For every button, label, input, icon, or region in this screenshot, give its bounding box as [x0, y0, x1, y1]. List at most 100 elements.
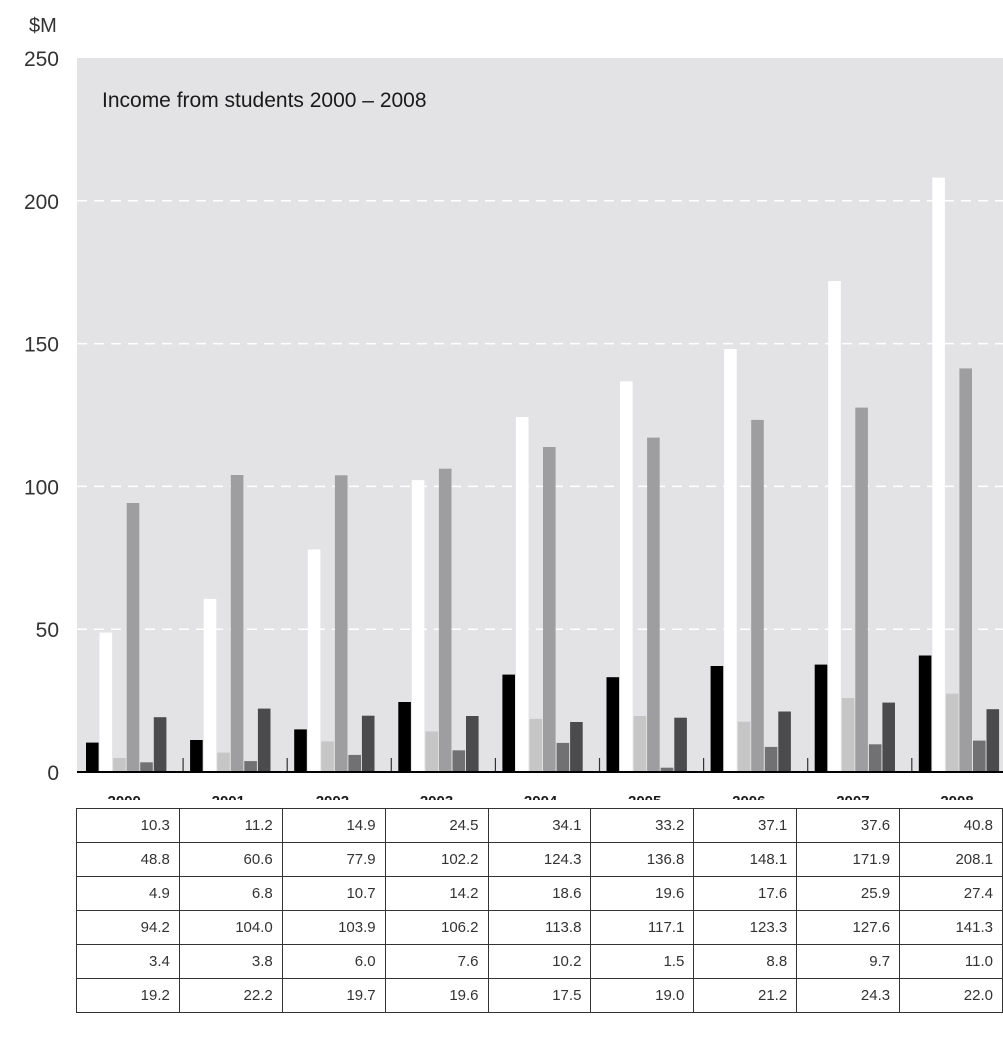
y-tick-label: 50: [36, 619, 59, 642]
bar-2001-s1: [190, 740, 203, 772]
bar-2005-s2: [620, 381, 633, 772]
table-cell: 104.0: [178, 910, 283, 945]
bar-2008-s6: [986, 709, 1000, 772]
y-axis-label: $M: [29, 15, 57, 37]
table-row: 10.3 11.2 14.9 24.5 34.1 33.2 37.1 37.6 40.8: [76, 808, 1003, 843]
bar-2008-s1: [918, 655, 932, 772]
category-separators: [182, 758, 913, 772]
bar-2001-s3: [217, 752, 230, 772]
bar-2002-s5: [348, 754, 361, 772]
table-cell: 19.2: [76, 978, 180, 1013]
table-row: 19.2 22.2 19.7 19.6 17.5 19.0 21.2 24.3 22.0: [76, 978, 1003, 1013]
x-tick-label: 2003: [420, 793, 453, 800]
bar-2003-s6: [466, 716, 479, 772]
table-cell: 33.2: [590, 808, 695, 843]
table-cell: 24.5: [384, 808, 489, 843]
table-cell: 19.7: [281, 978, 386, 1013]
table-cell: 148.1: [693, 842, 798, 877]
table-cell: 4.9: [76, 876, 180, 911]
table-cell: 27.4: [899, 876, 1003, 911]
table-cell: 37.1: [693, 808, 798, 843]
bar-2000-s5: [140, 762, 153, 772]
bar-2005-s4: [647, 437, 660, 772]
bar-2004-s5: [556, 742, 570, 772]
table-cell: 10.3: [76, 808, 180, 843]
table-cell: 9.7: [796, 944, 901, 979]
income-chart: $M 0 50 100 150 200 250 Income from students …: [24, 15, 1003, 800]
table-cell: 60.6: [178, 842, 283, 877]
bar-2004-s6: [570, 722, 583, 772]
table-cell: 19.6: [590, 876, 695, 911]
bar-2006-s3: [737, 721, 751, 772]
bar-2004-s4: [543, 447, 556, 772]
bar-2007-s3: [841, 698, 855, 772]
table-cell: 6.8: [178, 876, 283, 911]
table-cell: 21.2: [693, 978, 798, 1013]
table-cell: 17.5: [487, 978, 592, 1013]
bar-2002-s1: [294, 729, 307, 772]
bar-2001-s5: [244, 761, 257, 772]
table-cell: 40.8: [899, 808, 1003, 843]
bar-2005-s6: [674, 717, 687, 772]
table-cell: 141.3: [899, 910, 1003, 945]
bar-2000-s6: [153, 717, 167, 772]
table-row: 3.4 3.8 6.0 7.6 10.2 1.5 8.8 9.7 11.0: [76, 944, 1003, 979]
data-table: 10.3 11.2 14.9 24.5 34.1 33.2 37.1 37.6 40.8 48.8…: [76, 808, 1003, 1013]
bar-2007-s2: [828, 281, 841, 772]
table-cell: 94.2: [76, 910, 180, 945]
bar-2000-s1: [86, 742, 99, 772]
bar-2006-s5: [764, 746, 778, 772]
table-cell: 136.8: [590, 842, 695, 877]
x-tick-label: 2001: [212, 793, 245, 800]
bar-2006-s6: [778, 711, 791, 772]
table-cell: 127.6: [796, 910, 901, 945]
bar-2003-s1: [398, 702, 411, 772]
table-cell: 208.1: [899, 842, 1003, 877]
table-cell: 37.6: [796, 808, 901, 843]
y-tick-label: 150: [24, 334, 59, 357]
bar-2002-s3: [321, 741, 334, 772]
bar-2003-s3: [425, 731, 438, 772]
bar-2002-s6: [361, 715, 375, 772]
table-cell: 34.1: [487, 808, 592, 843]
y-tick-label: 250: [24, 48, 59, 71]
x-tick-label: 2007: [836, 793, 869, 800]
table-row: 48.8 60.6 77.9 102.2 124.3 136.8 148.1 171.9 208…: [76, 842, 1003, 877]
table-cell: 10.7: [281, 876, 386, 911]
x-tick-label: 2005: [628, 793, 661, 800]
table-cell: 117.1: [590, 910, 695, 945]
bar-2000-s3: [113, 758, 126, 772]
bar-2005-s1: [606, 677, 620, 772]
table-cell: 106.2: [384, 910, 489, 945]
y-tick-label: 0: [47, 762, 59, 785]
table-cell: 17.6: [693, 876, 798, 911]
y-tick-label: 100: [24, 476, 59, 499]
bar-2003-s5: [452, 750, 466, 772]
table-cell: 19.0: [590, 978, 695, 1013]
table-cell: 25.9: [796, 876, 901, 911]
table-cell: 3.4: [76, 944, 180, 979]
bar-2006-s1: [710, 666, 724, 772]
table-cell: 7.6: [384, 944, 489, 979]
bar-2007-s5: [868, 744, 882, 772]
chart-title: Income from students 2000 – 2008: [102, 89, 427, 112]
table-cell: 11.0: [899, 944, 1003, 979]
table-cell: 3.8: [178, 944, 283, 979]
bar-2007-s6: [882, 702, 895, 772]
x-tick-label: 2008: [940, 793, 973, 800]
table-cell: 22.2: [178, 978, 283, 1013]
table-cell: 113.8: [487, 910, 592, 945]
bar-2004-s2: [515, 417, 529, 772]
table-cell: 124.3: [487, 842, 592, 877]
table-cell: 24.3: [796, 978, 901, 1013]
x-tick-label: 2006: [732, 793, 765, 800]
table-cell: 103.9: [281, 910, 386, 945]
y-tick-labels: 0 50 100 150 200 250: [24, 48, 59, 785]
table-cell: 171.9: [796, 842, 901, 877]
table-cell: 10.2: [487, 944, 592, 979]
bar-2004-s3: [529, 718, 543, 772]
table-cell: 14.2: [384, 876, 489, 911]
bar-2000-s4: [126, 503, 140, 772]
